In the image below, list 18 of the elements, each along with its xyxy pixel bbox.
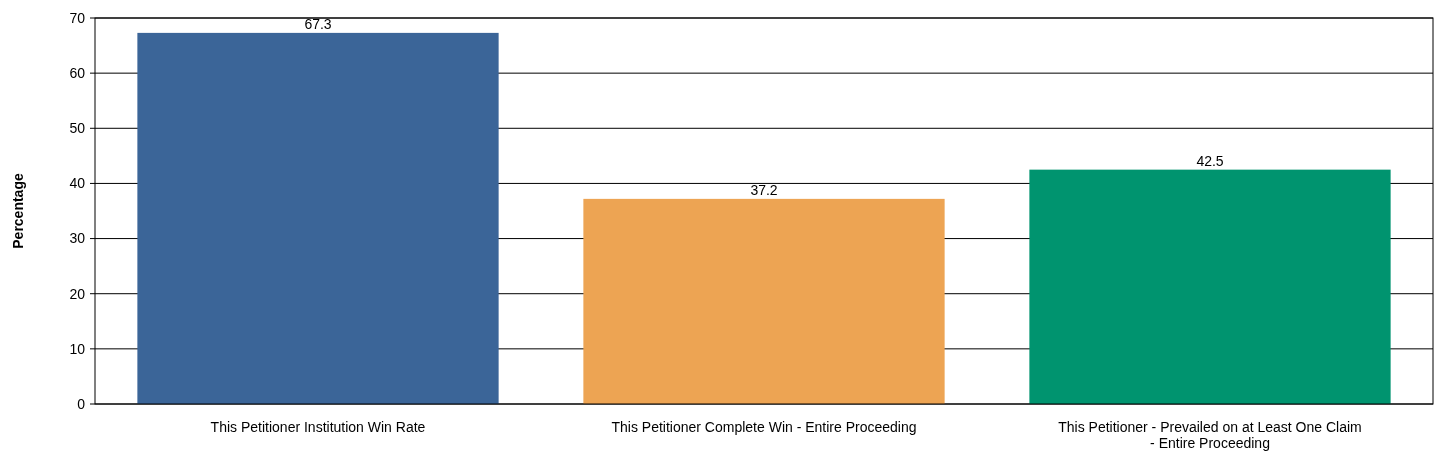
data-label: 67.3 bbox=[304, 15, 332, 32]
y-tick-label: 70 bbox=[69, 9, 86, 26]
x-tick-label: This Petitioner - Prevailed on at Least One Claim - Entire Proceeding bbox=[1058, 419, 1362, 451]
y-tick-label: 60 bbox=[69, 65, 86, 82]
y-tick-label: 0 bbox=[77, 395, 86, 412]
y-tick-label: 30 bbox=[69, 230, 86, 247]
data-label: 42.5 bbox=[1196, 152, 1224, 169]
data-label: 37.2 bbox=[750, 181, 778, 198]
y-tick-label: 40 bbox=[69, 175, 86, 192]
y-tick-label: 10 bbox=[69, 340, 86, 357]
y-tick-label: 50 bbox=[69, 120, 86, 137]
bar bbox=[137, 32, 499, 404]
bar bbox=[583, 198, 945, 404]
y-tick-label: 20 bbox=[69, 285, 86, 302]
x-tick-label: This Petitioner Complete Win - Entire Proceeding bbox=[611, 419, 917, 435]
x-tick-label: This Petitioner Institution Win Rate bbox=[210, 419, 426, 435]
y-axis-title: Percentage bbox=[10, 173, 26, 249]
bar bbox=[1029, 169, 1391, 404]
